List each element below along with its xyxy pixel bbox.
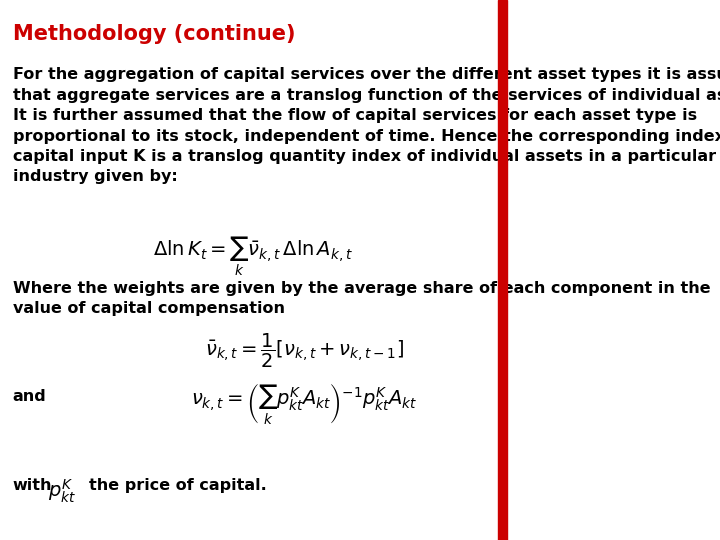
Text: with: with (13, 478, 52, 493)
Text: $p^K_{kt}$: $p^K_{kt}$ (48, 478, 76, 505)
Text: Where the weights are given by the average share of each component in the
value : Where the weights are given by the avera… (13, 281, 711, 316)
Text: the price of capital.: the price of capital. (89, 478, 266, 493)
FancyBboxPatch shape (498, 0, 507, 540)
Text: $\Delta\ln K_t = \sum_k \bar{\nu}_{k,t}\, \Delta\ln A_{k,t}$: $\Delta\ln K_t = \sum_k \bar{\nu}_{k,t}\… (153, 235, 354, 278)
Text: $\nu_{k,t} = \left(\sum_k p^K_{kt} A_{kt}\right)^{-1} p^K_{kt} A_{kt}$: $\nu_{k,t} = \left(\sum_k p^K_{kt} A_{kt… (191, 381, 418, 426)
Text: and: and (13, 389, 46, 404)
Text: Methodology (continue): Methodology (continue) (13, 24, 295, 44)
Text: For the aggregation of capital services over the different asset types it is ass: For the aggregation of capital services … (13, 68, 720, 185)
Text: $\bar{\nu}_{k,t} = \dfrac{1}{2}\left[\nu_{k,t} + \nu_{k,t-1}\right]$: $\bar{\nu}_{k,t} = \dfrac{1}{2}\left[\nu… (204, 332, 404, 370)
